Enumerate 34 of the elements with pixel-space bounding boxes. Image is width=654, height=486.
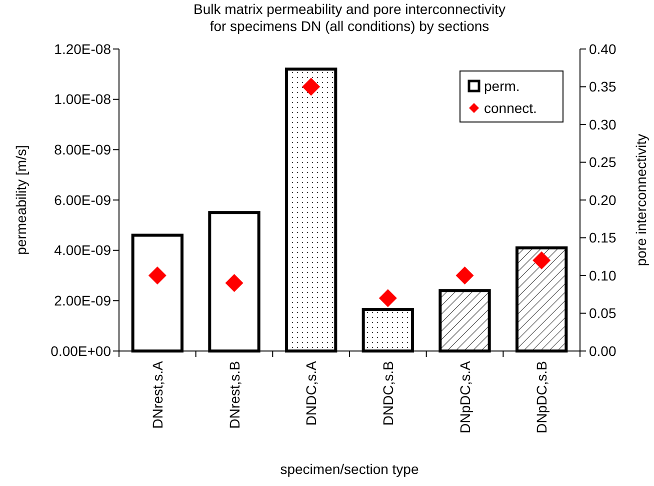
x-tick-label: DNDC,s.A: [303, 360, 320, 426]
y-tick-label: 1.20E-08: [54, 40, 112, 57]
point: [456, 266, 474, 284]
y-axis-title: permeability [m/s]: [13, 145, 29, 255]
point: [148, 266, 166, 284]
y2-tick-label: 0.05: [589, 305, 616, 322]
y-tick-label: 6.00E-09: [54, 192, 112, 208]
y2-tick-label: 0.20: [589, 192, 616, 208]
x-tick-label: DNrest,s.B: [226, 361, 242, 429]
x-axis-title: specimen/section type: [280, 461, 419, 477]
y2-tick-label: 0.35: [589, 78, 616, 95]
y2-tick-label: 0.00: [589, 342, 616, 359]
y-tick-label: 4.00E-09: [54, 242, 112, 258]
x-tick-label: DNDC,s.B: [380, 361, 396, 426]
y2-tick-label: 0.40: [589, 40, 616, 57]
y2-tick-label: 0.30: [589, 116, 616, 132]
point: [302, 78, 320, 96]
y-tick-label: 8.00E-09: [54, 142, 112, 158]
y-tick-label: 2.00E-09: [54, 292, 112, 309]
x-tick-label: DNpDC,s.B: [534, 361, 550, 434]
y2-tick-label: 0.10: [589, 267, 616, 284]
x-tick-label: DNrest,s.A: [149, 360, 166, 429]
y-tick-label: 1.00E-08: [54, 91, 112, 108]
y2-tick-label: 0.25: [589, 154, 616, 170]
legend-label: connect.: [484, 100, 537, 116]
point: [378, 289, 397, 308]
y2-tick-label: 0.15: [589, 230, 616, 246]
legend-label: perm.: [484, 78, 520, 94]
point: [225, 274, 244, 292]
y-tick-label: 0.00E+00: [50, 342, 112, 359]
y2-axis-title: pore interconnectivity: [633, 134, 649, 266]
point: [532, 251, 551, 270]
x-tick-label: DNpDC,s.A: [456, 360, 473, 434]
chart-title: Bulk matrix permeability and pore interconnectivity for specimens DN (all conditions) by sections: [193, 1, 506, 34]
